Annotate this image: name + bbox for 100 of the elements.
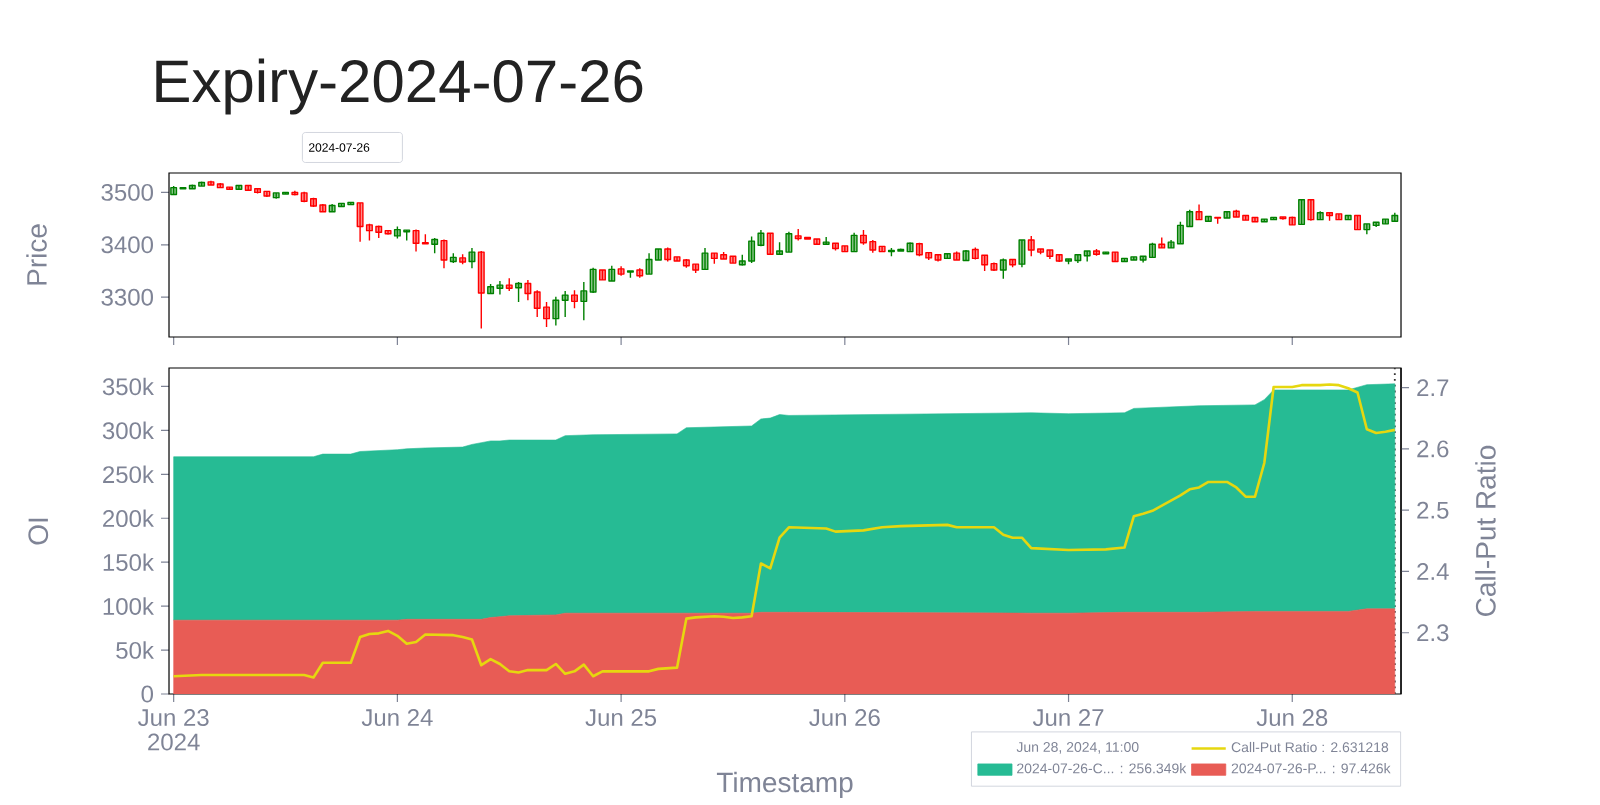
candlestick xyxy=(1195,203,1203,221)
candlestick xyxy=(850,232,858,253)
candlestick xyxy=(477,250,485,330)
candlestick xyxy=(1065,257,1073,265)
candlestick xyxy=(1186,208,1194,228)
candlestick xyxy=(1260,217,1268,223)
y-tick-label: 250k xyxy=(103,465,154,484)
candlestick xyxy=(1074,253,1082,264)
candlestick xyxy=(1093,248,1101,257)
candlestick xyxy=(1083,249,1091,263)
candlestick xyxy=(421,233,429,245)
candlestick xyxy=(748,235,756,264)
x-tick-label: Jun 28 xyxy=(1256,709,1328,727)
candlestick xyxy=(1102,250,1110,255)
candlestick xyxy=(822,236,830,246)
y-tick-label: 300k xyxy=(102,421,154,440)
text: 2024 xyxy=(148,733,200,751)
candlestick xyxy=(384,229,392,236)
candlestick xyxy=(645,252,653,275)
candlestick xyxy=(925,251,933,261)
candlestick xyxy=(449,252,457,264)
candlestick xyxy=(580,281,588,321)
candlestick xyxy=(375,224,383,239)
candlestick xyxy=(552,295,560,327)
legend-label: 2024-07-26-C... : 256.349k xyxy=(1017,763,1187,774)
candlestick xyxy=(1316,210,1324,221)
candlestick xyxy=(794,228,802,242)
legend-label: Call-Put Ratio : 2.631218 xyxy=(1231,741,1389,753)
candlestick xyxy=(543,301,551,328)
candlestick xyxy=(897,247,905,253)
y-tick-label: 50k xyxy=(116,641,154,659)
chart-title: Expiry-2024-07-26 xyxy=(156,58,643,115)
candlestick xyxy=(1298,198,1306,226)
candlestick xyxy=(412,228,420,253)
candlestick xyxy=(1027,235,1035,258)
candlestick xyxy=(1381,217,1389,226)
candlestick xyxy=(598,268,606,282)
candlestick xyxy=(310,196,317,208)
y2-tick-label: 2.4 xyxy=(1417,563,1449,580)
y2-tick-label: 2.7 xyxy=(1417,379,1449,396)
candlestick xyxy=(431,237,439,254)
candlestick xyxy=(673,255,681,263)
candlestick xyxy=(682,258,690,269)
x-tick-label: Jun 26 xyxy=(809,709,880,727)
candlestick xyxy=(515,281,523,303)
candlestick xyxy=(710,251,718,265)
candlestick xyxy=(813,237,821,246)
candlestick xyxy=(1111,250,1119,263)
candlestick xyxy=(216,182,224,189)
y-tick-label: 0 xyxy=(141,685,154,703)
candlestick xyxy=(319,203,327,213)
x-tick-label: Jun 23 xyxy=(138,709,209,727)
legend-label: 2024-07-26-P... : 97.426k xyxy=(1231,763,1391,774)
x-axis-title: Timestamp xyxy=(716,771,853,798)
x-tick-label: Jun 27 xyxy=(1032,709,1104,727)
candlestick xyxy=(207,180,215,187)
candlestick xyxy=(915,241,923,258)
candlestick xyxy=(971,246,979,261)
candlestick xyxy=(990,261,998,272)
y-tick-label: 150k xyxy=(103,553,154,571)
candlestick xyxy=(1223,210,1231,220)
candlestick xyxy=(804,236,812,241)
candlestick xyxy=(1018,238,1026,269)
candlestick xyxy=(440,238,448,270)
candlestick xyxy=(1046,248,1054,260)
candlestick xyxy=(1214,216,1222,225)
candlestick xyxy=(1055,253,1063,263)
candlestick xyxy=(953,250,961,262)
candlestick xyxy=(841,244,849,253)
y2-tick-label: 2.5 xyxy=(1417,501,1449,519)
y2-axis-title: Call-Put Ratio xyxy=(1475,445,1496,616)
candlestick xyxy=(934,253,942,263)
candlestick xyxy=(524,279,532,302)
candlestick xyxy=(244,184,252,192)
candlestick xyxy=(571,289,578,309)
candlestick xyxy=(496,280,504,296)
candlestick xyxy=(1363,222,1371,235)
candlestick xyxy=(263,190,271,198)
y-tick-label: 3400 xyxy=(101,236,153,254)
text: 2024-07-26 xyxy=(309,143,370,152)
candlestick xyxy=(729,255,737,265)
candlestick xyxy=(1204,215,1212,223)
y-axis-title: Price xyxy=(26,224,47,285)
candlestick xyxy=(1037,247,1045,255)
candlestick xyxy=(561,290,569,318)
candlestick xyxy=(720,251,728,261)
candlestick xyxy=(393,225,401,240)
candlestick xyxy=(272,191,280,200)
candlestick xyxy=(300,191,308,204)
candlestick xyxy=(1326,211,1334,222)
candlestick xyxy=(1391,212,1399,223)
x-tick-label: Jun 25 xyxy=(585,709,657,727)
candlestick xyxy=(626,269,634,279)
y-tick-label: 3300 xyxy=(101,288,153,306)
candlestick xyxy=(1288,215,1296,227)
candlestick xyxy=(1167,239,1175,250)
candlestick xyxy=(943,252,951,260)
candlestick xyxy=(403,228,411,242)
candlestick xyxy=(664,246,672,263)
candlestick xyxy=(365,223,373,242)
